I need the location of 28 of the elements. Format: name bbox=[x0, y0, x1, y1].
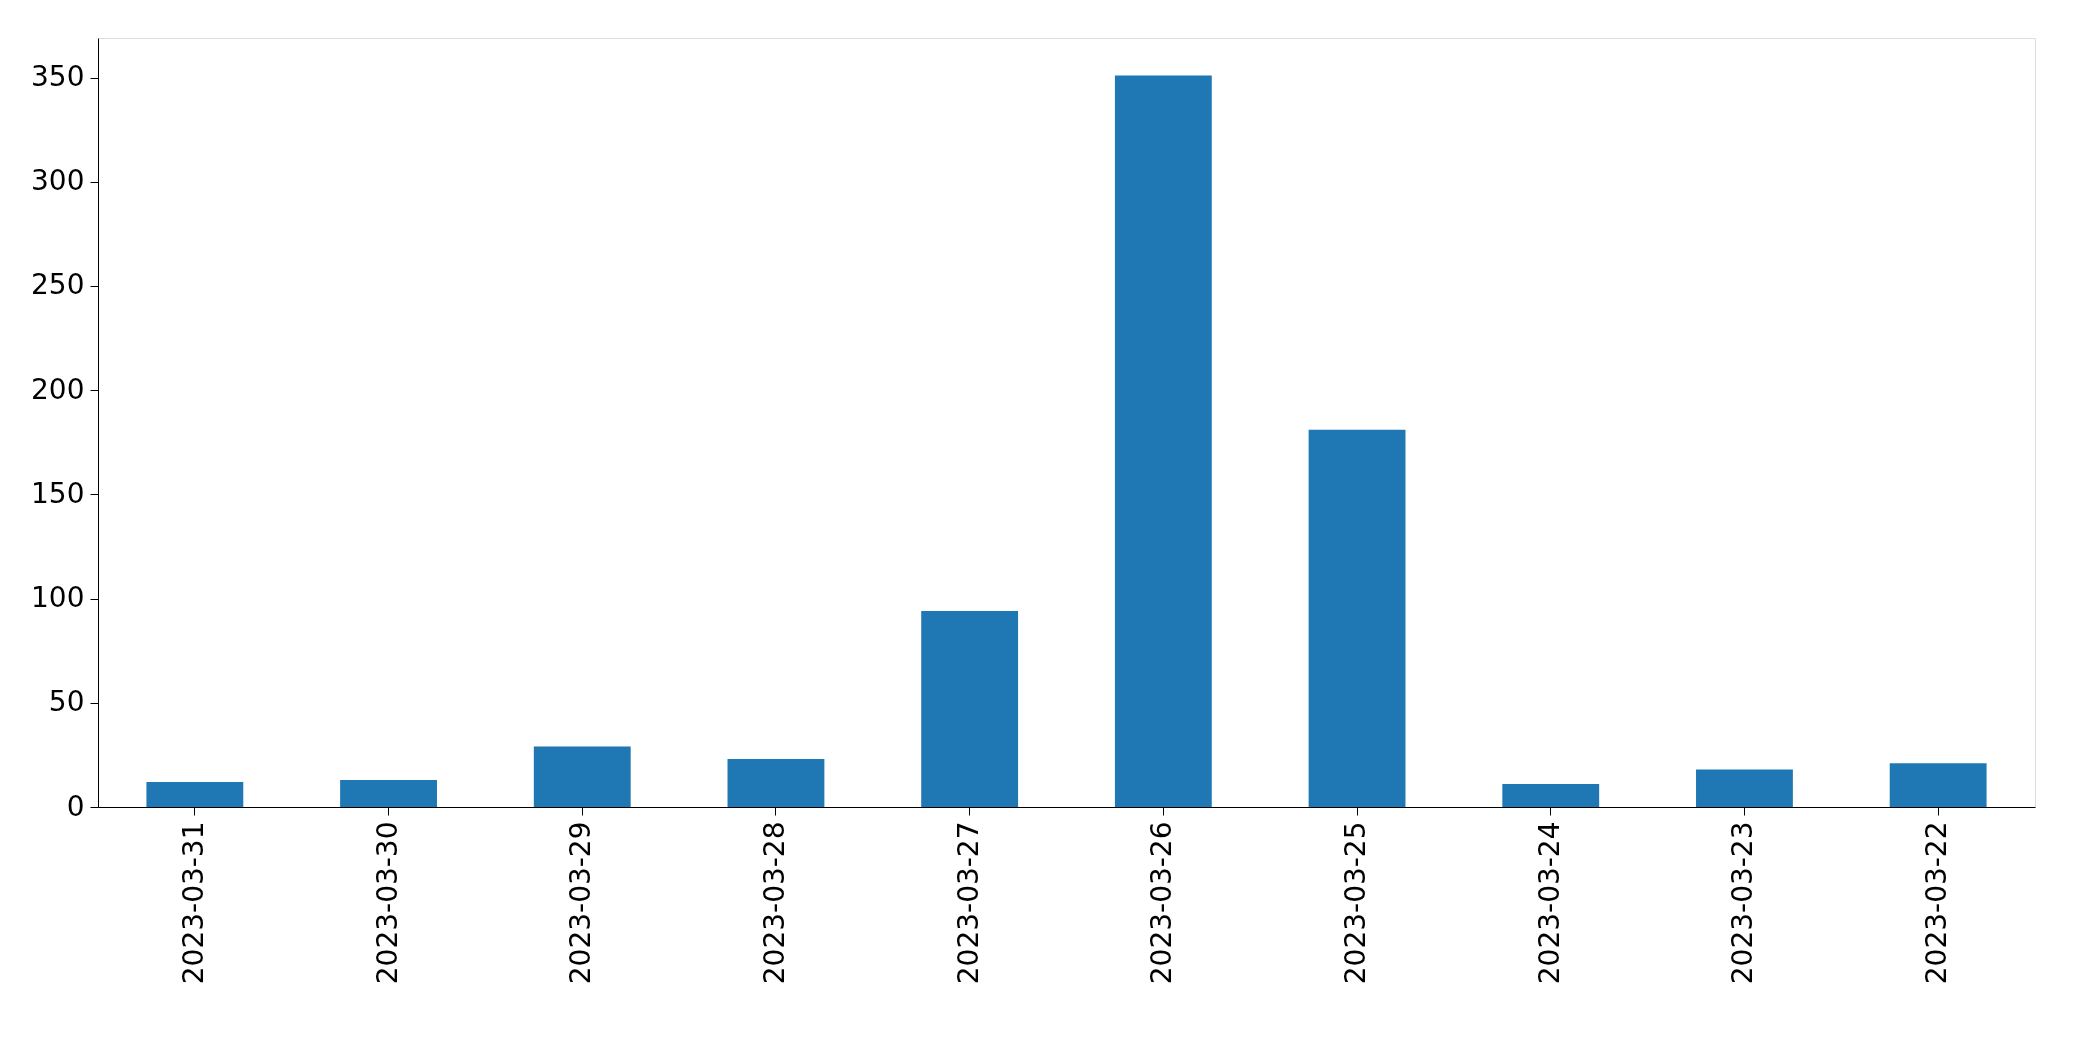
y-tick-label: 200 bbox=[31, 372, 85, 406]
x-tick-label: 2023-03-22 bbox=[1920, 821, 1954, 985]
x-tick-label: 2023-03-24 bbox=[1532, 821, 1566, 985]
bar bbox=[533, 746, 631, 807]
y-tick-label: 0 bbox=[66, 789, 85, 823]
bar bbox=[1308, 429, 1406, 807]
bar bbox=[340, 779, 437, 807]
bar bbox=[1114, 75, 1212, 807]
x-tick-label: 2023-03-26 bbox=[1145, 821, 1179, 985]
y-tick-label: 150 bbox=[31, 476, 85, 510]
y-tick-label: 350 bbox=[31, 60, 85, 94]
y-tick-label: 250 bbox=[31, 268, 85, 302]
x-tick-label: 2023-03-30 bbox=[370, 821, 404, 985]
x-tick-label: 2023-03-31 bbox=[176, 821, 210, 985]
bar bbox=[1889, 763, 1987, 807]
x-tick-label: 2023-03-28 bbox=[757, 821, 791, 985]
bar bbox=[727, 759, 825, 807]
bar bbox=[921, 611, 1019, 807]
x-tick-label: 2023-03-29 bbox=[564, 821, 598, 985]
x-tick-label: 2023-03-23 bbox=[1726, 821, 1760, 985]
bar bbox=[146, 781, 244, 807]
y-tick-label: 100 bbox=[31, 581, 85, 615]
y-tick-label: 300 bbox=[31, 164, 85, 198]
x-tick-label: 2023-03-25 bbox=[1339, 821, 1373, 985]
bar bbox=[1502, 784, 1600, 807]
y-tick-label: 50 bbox=[48, 685, 85, 719]
bar bbox=[1696, 769, 1793, 807]
x-tick-label: 2023-03-27 bbox=[951, 821, 985, 985]
